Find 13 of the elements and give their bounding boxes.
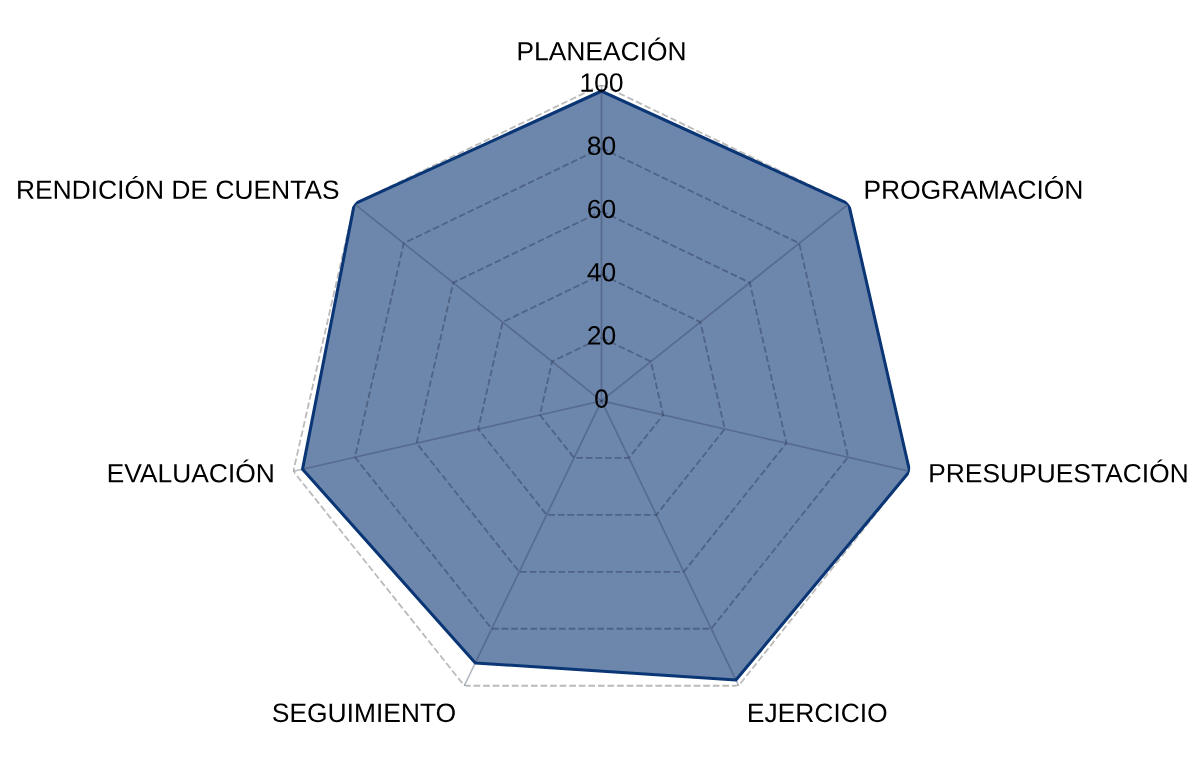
y-tick-label: 40 (587, 262, 616, 282)
spoke-label: EJERCICIO (749, 703, 887, 723)
y-tick-label: 0 (595, 389, 608, 408)
spoke-label: EVALUACIÓN (108, 459, 273, 483)
spoke-label: PROGRAMACIÓN (865, 175, 1082, 200)
spoke-label: PLANEACIÓN (518, 37, 685, 61)
y-tick-label: 20 (588, 326, 616, 345)
y-tick-label: 100 (581, 73, 623, 92)
y-tick-label: 80 (587, 136, 616, 156)
spoke-label: SEGUIMIENTO (273, 703, 455, 723)
spoke-label: RENDICIÓN DE CUENTAS (18, 175, 339, 200)
spoke-label: PRESUPUESTACIÓN (930, 459, 1187, 483)
y-tick-label: 60 (588, 199, 616, 219)
